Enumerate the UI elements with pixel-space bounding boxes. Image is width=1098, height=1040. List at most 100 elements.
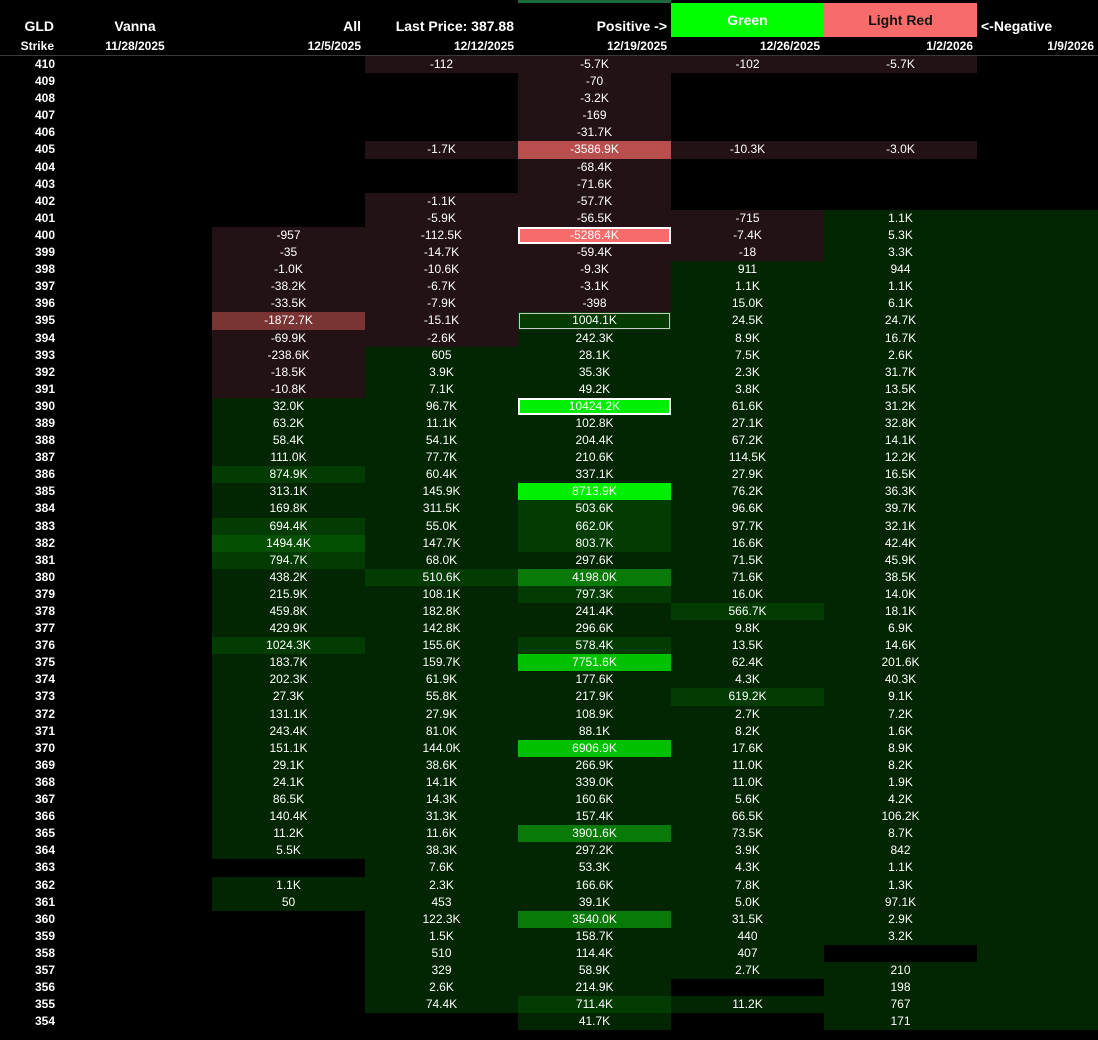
value-cell[interactable]: 429.9K xyxy=(212,620,365,638)
strike-cell[interactable]: 356 xyxy=(34,980,55,995)
value-cell[interactable] xyxy=(58,414,212,433)
value-cell[interactable]: 97.1K xyxy=(824,893,977,911)
value-cell[interactable]: 214.9K xyxy=(518,979,671,997)
value-cell[interactable]: -1.1K xyxy=(365,192,518,210)
value-cell[interactable] xyxy=(977,603,1098,621)
value-cell[interactable] xyxy=(212,944,365,962)
value-cell[interactable] xyxy=(977,756,1098,774)
value-cell[interactable]: 32.0K xyxy=(212,397,365,415)
strike-cell[interactable]: 376 xyxy=(34,638,55,653)
value-cell[interactable]: 160.6K xyxy=(518,791,671,809)
value-cell[interactable]: 215.9K xyxy=(212,585,365,603)
value-cell[interactable] xyxy=(977,244,1098,262)
value-cell[interactable]: 794.7K xyxy=(212,551,365,569)
value-cell[interactable]: 11.6K xyxy=(365,825,518,843)
value-cell[interactable]: 8.7K xyxy=(824,825,977,843)
value-cell[interactable] xyxy=(977,927,1098,945)
value-cell[interactable] xyxy=(58,107,212,125)
value-cell[interactable]: 3540.0K xyxy=(518,910,671,928)
value-cell[interactable] xyxy=(977,500,1098,518)
value-cell[interactable]: -18 xyxy=(671,244,824,262)
value-cell[interactable]: 14.3K xyxy=(365,791,518,809)
strike-cell[interactable]: 398 xyxy=(34,262,55,277)
strike-cell[interactable]: 368 xyxy=(34,774,55,789)
value-cell[interactable]: -112.5K xyxy=(365,226,518,245)
value-cell[interactable]: 38.3K xyxy=(365,842,518,860)
value-cell[interactable] xyxy=(58,261,212,279)
value-cell[interactable]: 1.9K xyxy=(824,773,977,792)
value-cell[interactable]: 4.3K xyxy=(671,671,824,689)
value-cell[interactable] xyxy=(977,124,1098,142)
strike-cell[interactable]: 381 xyxy=(34,552,55,567)
value-cell[interactable]: 242.3K xyxy=(518,329,671,347)
value-cell[interactable]: 144.0K xyxy=(365,739,518,757)
value-cell[interactable] xyxy=(58,705,212,723)
value-cell[interactable] xyxy=(365,1013,518,1031)
value-cell[interactable] xyxy=(58,944,212,962)
value-cell[interactable]: 8.9K xyxy=(671,329,824,347)
value-cell[interactable] xyxy=(977,585,1098,603)
value-cell[interactable]: 578.4K xyxy=(518,637,671,655)
value-cell[interactable] xyxy=(212,141,365,159)
value-cell[interactable]: 11.2K xyxy=(212,825,365,843)
value-cell[interactable] xyxy=(977,876,1098,894)
value-cell[interactable]: 102.8K xyxy=(518,414,671,433)
value-cell[interactable]: -70 xyxy=(518,73,671,91)
value-cell[interactable] xyxy=(365,124,518,142)
value-cell[interactable] xyxy=(58,637,212,655)
value-cell[interactable] xyxy=(58,603,212,621)
value-cell[interactable] xyxy=(977,808,1098,826)
strike-cell[interactable]: 403 xyxy=(34,176,55,191)
strike-cell[interactable]: 369 xyxy=(34,757,55,772)
value-cell[interactable]: 438.2K xyxy=(212,568,365,586)
value-cell[interactable]: 13.5K xyxy=(671,637,824,655)
value-cell[interactable]: 155.6K xyxy=(365,637,518,655)
strike-cell[interactable]: 394 xyxy=(34,330,55,345)
value-cell[interactable] xyxy=(977,380,1098,398)
value-cell[interactable]: -102 xyxy=(671,56,824,74)
value-cell[interactable] xyxy=(212,124,365,142)
value-cell[interactable]: 108.9K xyxy=(518,705,671,723)
value-cell[interactable] xyxy=(58,380,212,398)
value-cell[interactable]: 453 xyxy=(365,893,518,911)
value-cell[interactable]: -10.6K xyxy=(365,261,518,279)
strike-cell[interactable]: 373 xyxy=(34,689,55,704)
strike-cell[interactable]: 385 xyxy=(34,484,55,499)
value-cell[interactable]: 2.9K xyxy=(824,910,977,928)
value-cell[interactable]: 54.1K xyxy=(365,432,518,450)
value-cell[interactable]: 76.2K xyxy=(671,483,824,501)
value-cell[interactable]: 1.3K xyxy=(824,876,977,894)
value-cell[interactable] xyxy=(977,295,1098,313)
value-cell[interactable]: 61.6K xyxy=(671,397,824,415)
value-cell[interactable]: 28.1K xyxy=(518,346,671,364)
value-cell[interactable]: 12.2K xyxy=(824,449,977,467)
value-cell[interactable]: 1.1K xyxy=(824,278,977,296)
value-cell[interactable]: 711.4K xyxy=(518,996,671,1014)
value-cell[interactable] xyxy=(58,209,212,227)
value-cell[interactable]: -59.4K xyxy=(518,244,671,262)
value-cell[interactable]: -5.7K xyxy=(824,56,977,74)
value-cell[interactable]: 243.4K xyxy=(212,722,365,740)
strike-cell[interactable]: 375 xyxy=(34,655,55,670)
value-cell[interactable] xyxy=(58,483,212,501)
value-cell[interactable] xyxy=(977,414,1098,433)
value-cell[interactable] xyxy=(977,791,1098,809)
strike-cell[interactable]: 405 xyxy=(34,142,55,157)
value-cell[interactable] xyxy=(58,842,212,860)
value-cell[interactable] xyxy=(977,107,1098,125)
value-cell[interactable]: 17.6K xyxy=(671,739,824,757)
value-cell[interactable]: 1.1K xyxy=(212,876,365,894)
value-cell[interactable]: -169 xyxy=(518,107,671,125)
value-cell[interactable]: 210.6K xyxy=(518,449,671,467)
value-cell[interactable] xyxy=(824,107,977,125)
value-cell[interactable]: 41.7K xyxy=(518,1013,671,1031)
value-cell[interactable] xyxy=(58,295,212,313)
value-cell[interactable]: 8.2K xyxy=(671,722,824,740)
strike-cell[interactable]: 410 xyxy=(34,57,55,71)
value-cell[interactable]: 31.2K xyxy=(824,397,977,415)
value-cell[interactable] xyxy=(977,73,1098,91)
strike-cell[interactable]: 366 xyxy=(34,809,55,824)
strike-cell[interactable]: 377 xyxy=(34,621,55,636)
value-cell[interactable]: -1.0K xyxy=(212,261,365,279)
value-cell[interactable]: 49.2K xyxy=(518,380,671,398)
